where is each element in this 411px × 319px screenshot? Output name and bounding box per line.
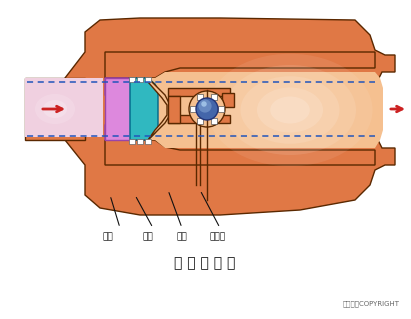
Bar [197, 94, 203, 100]
Bar [129, 139, 135, 144]
Bar [25, 78, 103, 137]
Polygon shape [105, 52, 375, 78]
Polygon shape [130, 78, 158, 140]
Bar [105, 78, 133, 140]
Ellipse shape [43, 100, 67, 118]
Ellipse shape [35, 94, 75, 124]
Bar [168, 88, 230, 96]
Text: 阀座: 阀座 [103, 232, 113, 241]
Polygon shape [105, 78, 134, 140]
Circle shape [196, 98, 218, 120]
Ellipse shape [224, 65, 356, 155]
Polygon shape [25, 78, 85, 140]
Bar [137, 77, 143, 82]
Bar [222, 93, 234, 107]
Bar [145, 139, 151, 144]
Polygon shape [65, 18, 395, 215]
Polygon shape [105, 72, 383, 148]
Bar [197, 118, 203, 124]
Polygon shape [148, 78, 170, 140]
Ellipse shape [208, 54, 372, 166]
Text: 旋转轴: 旋转轴 [210, 232, 226, 241]
Bar [145, 77, 151, 82]
Circle shape [201, 101, 207, 107]
Bar [218, 106, 224, 112]
Text: 挠臀: 挠臀 [177, 232, 187, 241]
Polygon shape [105, 140, 375, 165]
Bar [211, 118, 217, 124]
Text: 阀芯: 阀芯 [143, 232, 153, 241]
Ellipse shape [240, 76, 339, 144]
Circle shape [199, 100, 212, 113]
Ellipse shape [270, 97, 310, 123]
Bar [137, 139, 143, 144]
Bar [129, 77, 135, 82]
Bar [168, 96, 180, 123]
Text: 东方仿真COPYRIGHT: 东方仿真COPYRIGHT [343, 300, 400, 307]
Ellipse shape [257, 87, 323, 132]
Circle shape [189, 91, 225, 127]
Bar [190, 106, 196, 112]
Text: 凸 轮 挠 曲 阀: 凸 轮 挠 曲 阀 [174, 256, 236, 270]
Bar [211, 94, 217, 100]
Bar [168, 115, 230, 123]
